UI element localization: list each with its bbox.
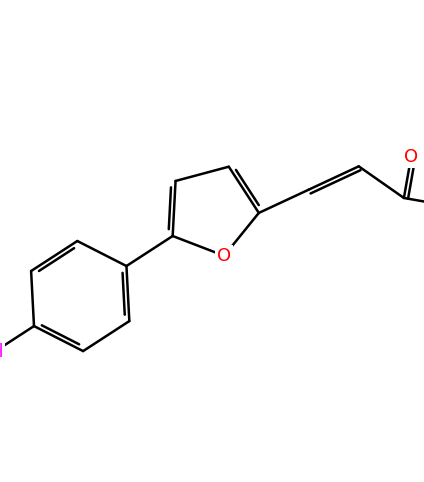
Text: O: O [217,247,231,265]
Text: Cl: Cl [0,343,3,361]
Text: O: O [404,148,418,166]
